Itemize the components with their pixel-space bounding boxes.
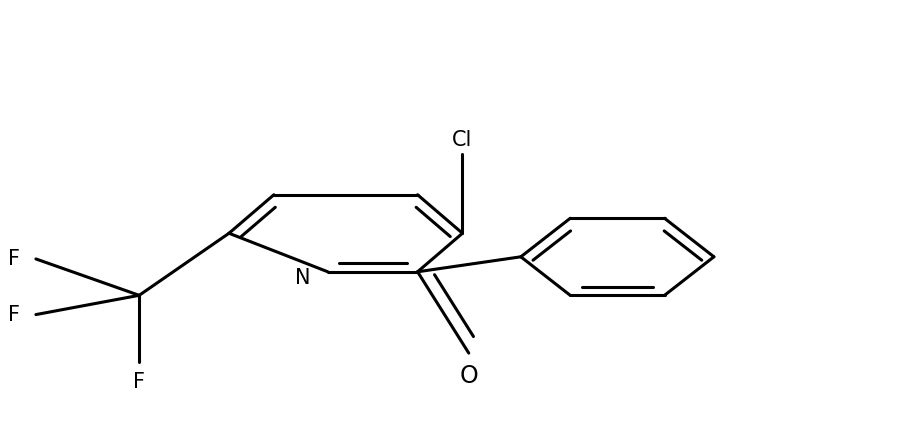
Text: O: O [460, 364, 478, 388]
Text: F: F [133, 372, 145, 392]
Text: Cl: Cl [453, 130, 472, 150]
Text: F: F [8, 249, 20, 269]
Text: N: N [295, 268, 311, 288]
Text: F: F [8, 305, 20, 324]
